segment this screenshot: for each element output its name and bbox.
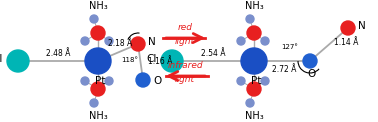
Circle shape xyxy=(90,15,98,23)
Text: 127°: 127° xyxy=(282,44,299,50)
Text: 1.14 Å: 1.14 Å xyxy=(334,38,358,47)
Text: light: light xyxy=(175,37,195,46)
Text: N: N xyxy=(358,21,366,31)
Text: 2.48 Å: 2.48 Å xyxy=(46,50,70,59)
Text: O: O xyxy=(153,76,161,86)
Text: 118°: 118° xyxy=(121,57,138,63)
Circle shape xyxy=(246,15,254,23)
Circle shape xyxy=(261,77,269,85)
Text: infrared: infrared xyxy=(167,61,203,71)
Text: 2.54 Å: 2.54 Å xyxy=(201,50,225,59)
Circle shape xyxy=(81,77,89,85)
Text: NH₃: NH₃ xyxy=(88,111,107,121)
Circle shape xyxy=(131,37,145,51)
Text: 1.16 Å: 1.16 Å xyxy=(149,57,173,66)
Circle shape xyxy=(105,77,113,85)
Circle shape xyxy=(136,73,150,87)
Circle shape xyxy=(246,99,254,107)
Circle shape xyxy=(247,26,261,40)
Circle shape xyxy=(341,21,355,35)
Circle shape xyxy=(303,54,317,68)
Text: light: light xyxy=(175,76,195,85)
Circle shape xyxy=(105,37,113,45)
Circle shape xyxy=(91,26,105,40)
Circle shape xyxy=(237,37,245,45)
Circle shape xyxy=(90,99,98,107)
Circle shape xyxy=(261,37,269,45)
Circle shape xyxy=(241,48,267,74)
Circle shape xyxy=(237,77,245,85)
Text: NH₃: NH₃ xyxy=(245,111,263,121)
Circle shape xyxy=(85,48,111,74)
Text: Cl: Cl xyxy=(0,54,3,64)
Text: NH₃: NH₃ xyxy=(88,1,107,11)
Text: NH₃: NH₃ xyxy=(245,1,263,11)
Text: red: red xyxy=(178,24,192,32)
Text: 2.72 Å: 2.72 Å xyxy=(272,65,296,73)
Text: Pt: Pt xyxy=(95,76,105,86)
Text: 2.18 Å: 2.18 Å xyxy=(108,39,132,48)
Text: Pt: Pt xyxy=(251,76,261,86)
Circle shape xyxy=(7,50,29,72)
Circle shape xyxy=(81,37,89,45)
Circle shape xyxy=(91,82,105,96)
Circle shape xyxy=(247,82,261,96)
Text: N: N xyxy=(148,37,156,47)
Circle shape xyxy=(161,50,183,72)
Text: O: O xyxy=(308,69,316,79)
Text: Cl: Cl xyxy=(147,54,157,64)
